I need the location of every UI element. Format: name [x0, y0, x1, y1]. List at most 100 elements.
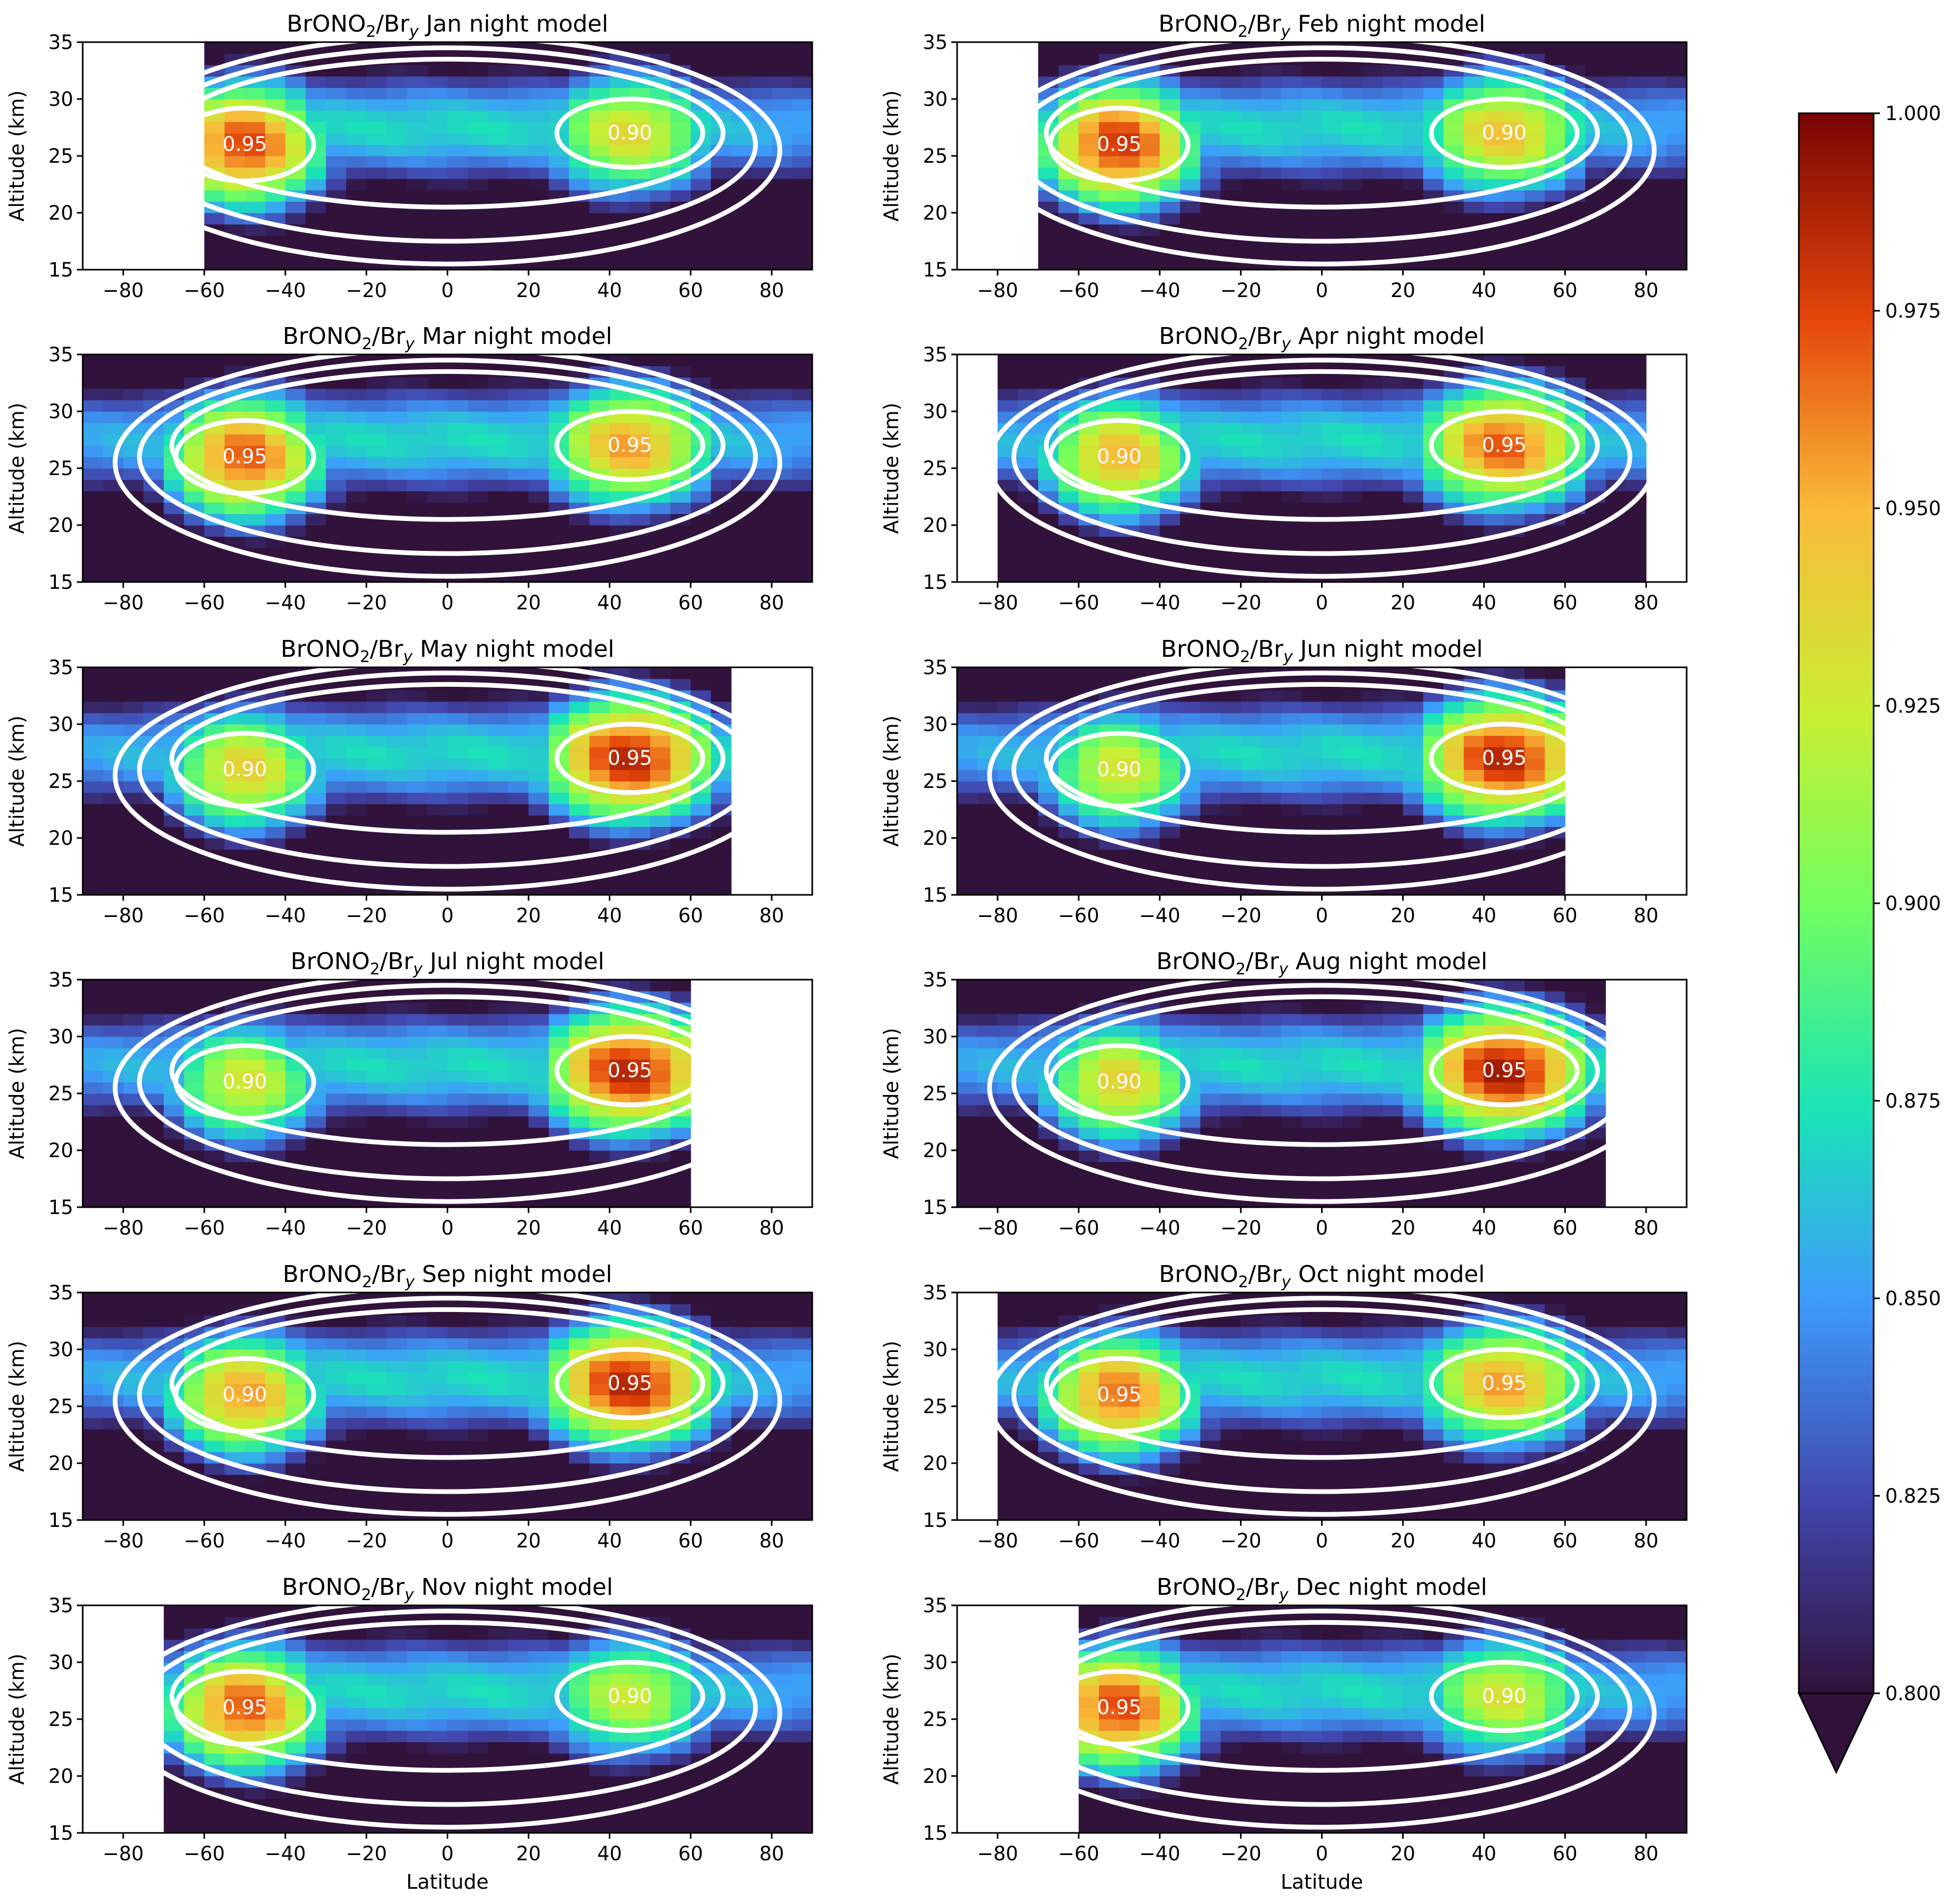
heatmap-cell: [1646, 246, 1667, 259]
heatmap-cell: [1058, 354, 1079, 367]
heatmap-cell: [1626, 213, 1647, 225]
heatmap-cell: [366, 422, 387, 435]
heatmap-cell: [468, 1070, 489, 1082]
heatmap-cell: [508, 792, 529, 804]
heatmap-cell: [1099, 747, 1120, 759]
heatmap-cell: [244, 770, 265, 782]
heatmap-cell: [1382, 758, 1403, 770]
heatmap-cell: [1302, 156, 1323, 168]
heatmap-cell: [83, 1093, 104, 1106]
heatmap-cell: [204, 815, 225, 827]
heatmap-cell: [123, 570, 144, 582]
heatmap-cell: [1159, 770, 1180, 782]
heatmap-cell: [1281, 445, 1302, 457]
heatmap-cell: [772, 502, 793, 514]
heatmap-cell: [1504, 735, 1525, 747]
heatmap-cell: [1382, 445, 1403, 457]
heatmap-cell: [244, 457, 265, 469]
heatmap-cell: [1484, 434, 1505, 446]
heatmap-cell: [306, 479, 327, 491]
heatmap-cell: [468, 872, 489, 884]
heatmap-cell: [508, 1161, 529, 1173]
heatmap-cell: [548, 792, 569, 804]
heatmap-cell: [488, 559, 509, 571]
heatmap-cell: [1524, 110, 1545, 122]
heatmap-cell: [224, 1070, 245, 1082]
heatmap-cell: [184, 804, 205, 816]
heatmap-cell: [123, 781, 144, 793]
heatmap-cell: [306, 110, 327, 122]
heatmap-cell: [1078, 213, 1099, 225]
heatmap-cell: [1504, 122, 1525, 134]
heatmap-cell: [977, 804, 998, 816]
heatmap-cell: [1666, 122, 1687, 134]
heatmap-cell: [1220, 76, 1242, 88]
heatmap-cell: [1322, 422, 1343, 435]
heatmap-cell: [488, 491, 509, 503]
heatmap-cell: [1240, 377, 1262, 389]
heatmap-cell: [346, 525, 367, 537]
heatmap-cell: [346, 849, 367, 861]
heatmap-cell: [366, 1116, 387, 1128]
heatmap-cell: [1200, 468, 1221, 480]
heatmap-cell: [1119, 980, 1140, 992]
heatmap-cell: [447, 1048, 468, 1060]
heatmap-cell: [711, 570, 732, 582]
heatmap-cell: [772, 514, 793, 526]
heatmap-cell: [244, 514, 265, 526]
heatmap-cell: [488, 536, 509, 548]
heatmap-cell: [306, 525, 327, 537]
heatmap-cell: [103, 838, 124, 850]
heatmap-cell: [1099, 872, 1120, 884]
heatmap-cell: [1200, 87, 1221, 100]
heatmap-cell: [1240, 479, 1262, 491]
heatmap-cell: [609, 457, 631, 469]
heatmap-cell: [650, 201, 671, 213]
heatmap-cell: [1403, 735, 1424, 747]
heatmap-cell: [1261, 445, 1282, 457]
heatmap-cell: [1180, 400, 1201, 412]
heatmap-cell: [265, 457, 286, 469]
heatmap-cell: [772, 213, 793, 225]
heatmap-cell: [1463, 400, 1484, 412]
heatmap-cell: [1504, 445, 1525, 457]
heatmap-cell: [589, 122, 610, 134]
heatmap-cell: [163, 861, 184, 873]
heatmap-cell: [589, 179, 610, 191]
heatmap-cell: [366, 179, 387, 191]
contour-line: [1043, 56, 1600, 210]
heatmap-cell: [792, 235, 812, 248]
heatmap-cell: [427, 1127, 448, 1139]
heatmap-cell: [548, 781, 569, 793]
heatmap-cell: [711, 366, 732, 378]
heatmap-cell: [569, 179, 590, 191]
x-tick-label: −40: [265, 1217, 306, 1239]
heatmap-cell: [1159, 1139, 1180, 1151]
heatmap-cell: [751, 548, 772, 560]
heatmap-cell: [1362, 457, 1383, 469]
heatmap-cell: [103, 872, 124, 884]
heatmap-cell: [447, 758, 468, 770]
heatmap-cell: [244, 1139, 265, 1151]
heatmap-cell: [163, 548, 184, 560]
heatmap-cell: [143, 690, 164, 702]
heatmap-cell: [711, 781, 732, 793]
heatmap-cell: [569, 701, 590, 713]
heatmap-cell: [508, 1002, 529, 1014]
heatmap-cell: [488, 747, 509, 759]
heatmap-cell: [691, 354, 712, 367]
heatmap-cell: [488, 1127, 509, 1139]
heatmap-cell: [1261, 246, 1282, 259]
heatmap-cell: [1382, 815, 1403, 827]
heatmap-cell: [1058, 548, 1079, 560]
heatmap-cell: [957, 980, 978, 992]
heatmap-cell: [387, 479, 408, 491]
heatmap-cell: [83, 713, 104, 725]
heatmap-cell: [488, 758, 509, 770]
heatmap-cell: [1484, 133, 1505, 145]
heatmap-cell: [447, 804, 468, 816]
heatmap-cell: [1018, 366, 1039, 378]
heatmap-cell: [1038, 1002, 1059, 1014]
heatmap-cell: [184, 1082, 205, 1094]
heatmap-cell: [306, 792, 327, 804]
